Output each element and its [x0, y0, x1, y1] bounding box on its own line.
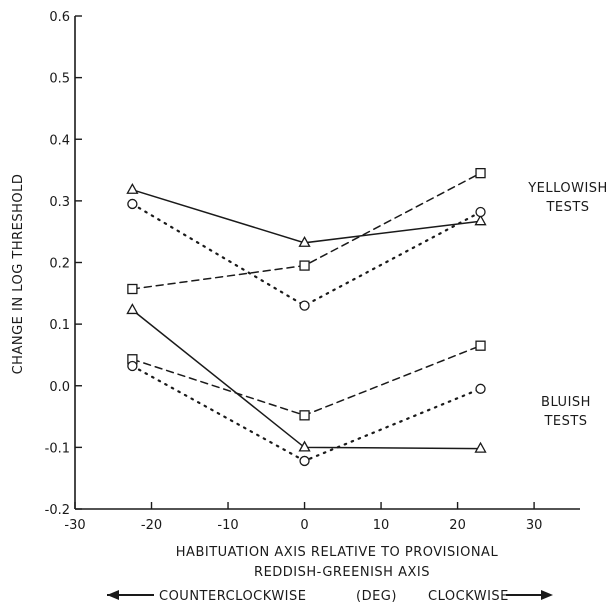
x-tick-label: -30: [64, 518, 85, 533]
series-line-bluish-triangle: [131, 309, 482, 450]
data-point-circle: [127, 198, 138, 210]
data-point-triangle: [298, 440, 311, 452]
data-point-square: [475, 167, 486, 179]
direction-counterclockwise-label: COUNTERCLOCKWISE: [159, 589, 306, 604]
data-point-circle: [299, 300, 310, 311]
data-point-square: [127, 283, 138, 295]
series-markers: [126, 167, 487, 467]
bluish-label-line1: BLUISH: [541, 395, 591, 410]
direction-unit-label: (DEG): [356, 589, 397, 604]
y-tick-label: -0.2: [45, 503, 70, 518]
axes: [74, 15, 580, 510]
data-point-square: [475, 340, 486, 351]
direction-arrows: [107, 590, 553, 600]
y-tick-label: 0.3: [49, 195, 70, 210]
series-line-yellowish-square: [131, 172, 482, 290]
y-tick-label: 0.1: [49, 318, 70, 333]
data-point-triangle: [126, 182, 139, 194]
data-point-circle: [127, 360, 138, 372]
y-tick-label: 0.2: [49, 257, 70, 272]
data-point-triangle: [126, 303, 139, 315]
series-line-bluish-square: [131, 344, 482, 417]
data-point-square: [299, 260, 310, 271]
y-tick-label: -0.1: [45, 441, 70, 456]
data-point-square: [299, 410, 310, 421]
x-tick-label: 30: [526, 518, 543, 533]
y-tick-label: 0.4: [49, 133, 70, 148]
yellowish-label-line1: YELLOWISH: [527, 181, 608, 196]
data-point-triangle: [474, 441, 487, 453]
bluish-label-line2: TESTS: [543, 414, 587, 429]
data-point-circle: [475, 206, 486, 218]
x-tick-label: -10: [217, 518, 238, 533]
yellowish-label-line2: TESTS: [545, 200, 589, 215]
y-axis-label: CHANGE IN LOG THRESHOLD: [11, 174, 26, 375]
text-labels: CHANGE IN LOG THRESHOLD HABITUATION AXIS…: [11, 10, 608, 604]
data-point-circle: [299, 455, 310, 467]
x-tick-label: 20: [449, 518, 466, 533]
y-tick-label: 0.6: [49, 10, 70, 25]
series-line-yellowish-circle: [131, 202, 482, 307]
direction-clockwise-label: CLOCKWISE: [428, 589, 509, 604]
data-point-triangle: [298, 235, 311, 247]
right-arrow-head-icon: [541, 590, 553, 600]
left-arrow-head-icon: [107, 590, 119, 600]
x-axis-label-line1: HABITUATION AXIS RELATIVE TO PROVISIONAL: [176, 545, 499, 560]
x-axis-label-line2: REDDISH-GREENISH AXIS: [254, 565, 430, 580]
data-point-triangle: [474, 214, 487, 226]
x-tick-label: 0: [300, 518, 308, 533]
y-tick-label: 0.0: [49, 380, 70, 395]
x-tick-label: -20: [141, 518, 162, 533]
data-point-circle: [475, 383, 486, 394]
y-tick-label: 0.5: [49, 72, 70, 87]
x-tick-label: 10: [373, 518, 390, 533]
